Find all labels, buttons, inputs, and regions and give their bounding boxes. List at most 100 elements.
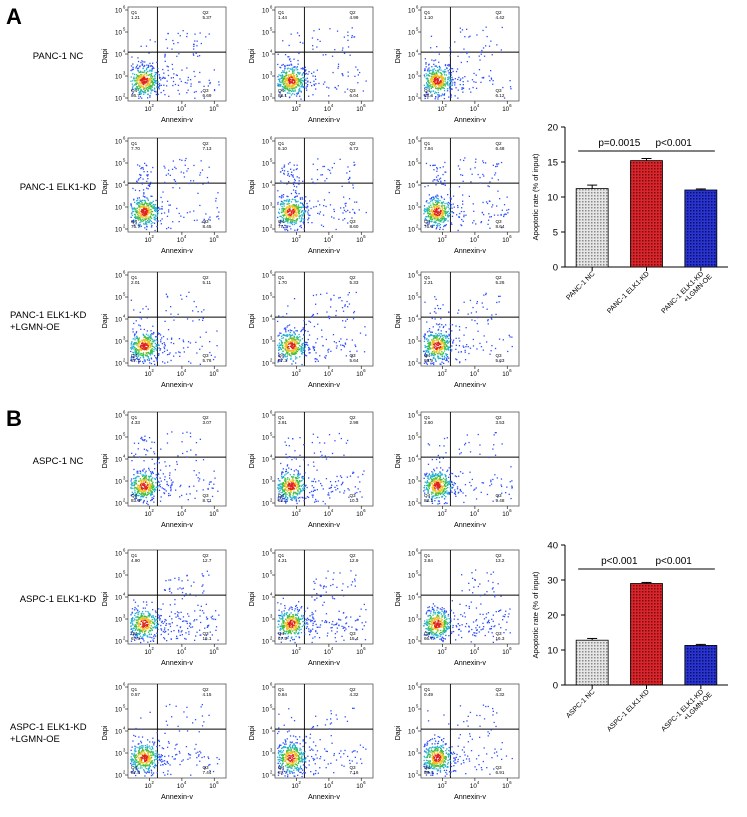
y-tick-label: 10 bbox=[115, 501, 122, 508]
x-tick-label: 10 bbox=[438, 511, 445, 518]
quadrant-name-q2: Q2 bbox=[349, 275, 356, 280]
quadrant-value-q4: 88.4 bbox=[424, 93, 433, 98]
quadrant-name-q3: Q3 bbox=[202, 88, 209, 93]
x-tick-exp: 2 bbox=[152, 234, 155, 239]
quadrant-value-q2: 4.15 bbox=[202, 692, 211, 697]
y-tick-exp: 4 bbox=[123, 314, 126, 319]
x-tick-label: 10 bbox=[470, 371, 477, 378]
quadrant-name-q1: Q1 bbox=[131, 553, 138, 558]
y-tick-label: 10 bbox=[115, 617, 122, 624]
quadrant-value-q4: 88.4 bbox=[424, 770, 433, 775]
y-tick-exp: 5 bbox=[123, 292, 126, 297]
x-tick-label: 10 bbox=[324, 106, 331, 113]
y-axis-label: Dapi bbox=[247, 591, 256, 606]
quadrant-name-q4: Q4 bbox=[131, 631, 138, 636]
y-tick-label: 10 bbox=[115, 139, 122, 146]
y-tick-exp: 6 bbox=[270, 136, 273, 141]
event-dots bbox=[277, 27, 367, 100]
y-tick-label: 10 bbox=[408, 74, 415, 81]
y-tick-label: 10 bbox=[115, 30, 122, 37]
quadrant-value-q3: 15.4 bbox=[349, 636, 358, 641]
y-tick-label: 10 bbox=[408, 295, 415, 302]
y-tick-exp: 6 bbox=[416, 5, 419, 10]
x-axis-label: Annexin-v bbox=[454, 115, 486, 124]
quadrant-value-q4: 86.9 bbox=[424, 358, 433, 363]
quadrant-name-q3: Q3 bbox=[202, 219, 209, 224]
y-tick-exp: 4 bbox=[270, 49, 273, 54]
quadrant-name-q3: Q3 bbox=[495, 765, 502, 770]
y-tick-label: 10 bbox=[115, 413, 122, 420]
event-dots bbox=[423, 157, 510, 232]
quadrant-name-q4: Q4 bbox=[131, 765, 138, 770]
x-tick-exp: 6 bbox=[216, 646, 219, 651]
y-tick-label: 10 bbox=[262, 227, 269, 234]
y-tick-exp: 4 bbox=[123, 592, 126, 597]
quadrant-name-q4: Q4 bbox=[131, 88, 138, 93]
quadrant-name-q1: Q1 bbox=[278, 275, 285, 280]
y-tick-exp: 4 bbox=[123, 454, 126, 459]
quadrant-value-q4: 86.7 bbox=[131, 93, 140, 98]
y-tick-exp: 3 bbox=[123, 476, 126, 481]
y-tick-exp: 3 bbox=[270, 71, 273, 76]
y-tick-exp: 5 bbox=[416, 570, 419, 575]
y-tick-label: 10 bbox=[262, 183, 269, 190]
x-tick-exp: 6 bbox=[509, 103, 512, 108]
y-axis-label: Dapi bbox=[100, 48, 109, 63]
x-axis-label: Annexin-v bbox=[454, 658, 486, 667]
y-tick-label: 10 bbox=[262, 161, 269, 168]
x-tick-label: 10 bbox=[324, 783, 331, 790]
facs-plot: Q16.10Q26.72Q477.3Q38.601061051041031021… bbox=[247, 136, 374, 255]
y-tick-exp: 5 bbox=[270, 570, 273, 575]
bar-y-tick-label: 20 bbox=[547, 123, 558, 134]
quadrant-name-q3: Q3 bbox=[202, 631, 209, 636]
row-label-line: PANC-1 ELK1-KD bbox=[10, 310, 87, 321]
y-tick-label: 10 bbox=[408, 413, 415, 420]
x-tick-exp: 2 bbox=[299, 234, 302, 239]
plot-frame bbox=[127, 6, 227, 102]
quadrant-value-q4: 88.1 bbox=[278, 93, 287, 98]
bar bbox=[630, 160, 663, 268]
y-tick-label: 10 bbox=[408, 273, 415, 280]
x-tick-label: 10 bbox=[438, 649, 445, 656]
quadrant-value-q2: 5.37 bbox=[202, 15, 211, 20]
facs-plots: Q11.21Q25.37Q486.7Q36.691061051041031021… bbox=[100, 5, 520, 801]
quadrant-value-q4: 76.7 bbox=[131, 224, 140, 229]
y-tick-exp: 3 bbox=[416, 614, 419, 619]
quadrant-name-q2: Q2 bbox=[349, 687, 356, 692]
y-tick-label: 10 bbox=[408, 435, 415, 442]
y-tick-exp: 3 bbox=[123, 748, 126, 753]
y-tick-exp: 3 bbox=[123, 336, 126, 341]
y-tick-exp: 3 bbox=[416, 71, 419, 76]
quadrant-value-q3: 6.12 bbox=[495, 93, 504, 98]
quadrant-name-q1: Q1 bbox=[278, 10, 285, 15]
x-tick-exp: 6 bbox=[509, 780, 512, 785]
y-tick-label: 10 bbox=[262, 361, 269, 368]
y-tick-label: 10 bbox=[262, 295, 269, 302]
bar-category-label: PANC-1 NC bbox=[565, 270, 596, 301]
x-tick-label: 10 bbox=[470, 106, 477, 113]
quadrant-name-q4: Q4 bbox=[278, 493, 285, 498]
event-dots bbox=[423, 432, 513, 505]
quadrant-name-q1: Q1 bbox=[424, 415, 431, 420]
y-tick-label: 10 bbox=[408, 595, 415, 602]
quadrant-value-q1: 0.49 bbox=[424, 692, 433, 697]
quadrant-name-q2: Q2 bbox=[495, 553, 502, 558]
y-tick-exp: 4 bbox=[416, 180, 419, 185]
quadrant-name-q4: Q4 bbox=[424, 353, 431, 358]
x-tick-exp: 2 bbox=[445, 234, 448, 239]
x-tick-label: 10 bbox=[438, 783, 445, 790]
quadrant-name-q1: Q1 bbox=[131, 687, 138, 692]
quadrant-value-q3: 5.63 bbox=[495, 358, 504, 363]
bar-category-label: ASPC-1 ELK1-KD+LGMN-OE bbox=[660, 685, 714, 739]
facs-plot: Q11.21Q25.37Q486.7Q36.691061051041031021… bbox=[100, 5, 227, 124]
bar-category-label: ASPC-1 NC bbox=[565, 688, 596, 719]
y-tick-exp: 4 bbox=[416, 592, 419, 597]
significance-label: p<0.001 bbox=[655, 556, 692, 567]
y-tick-label: 10 bbox=[262, 707, 269, 714]
quadrant-value-q3: 6.91 bbox=[495, 770, 504, 775]
y-tick-label: 10 bbox=[408, 339, 415, 346]
y-tick-label: 10 bbox=[408, 751, 415, 758]
x-tick-label: 10 bbox=[356, 371, 363, 378]
x-tick-label: 10 bbox=[470, 237, 477, 244]
y-tick-label: 10 bbox=[262, 551, 269, 558]
